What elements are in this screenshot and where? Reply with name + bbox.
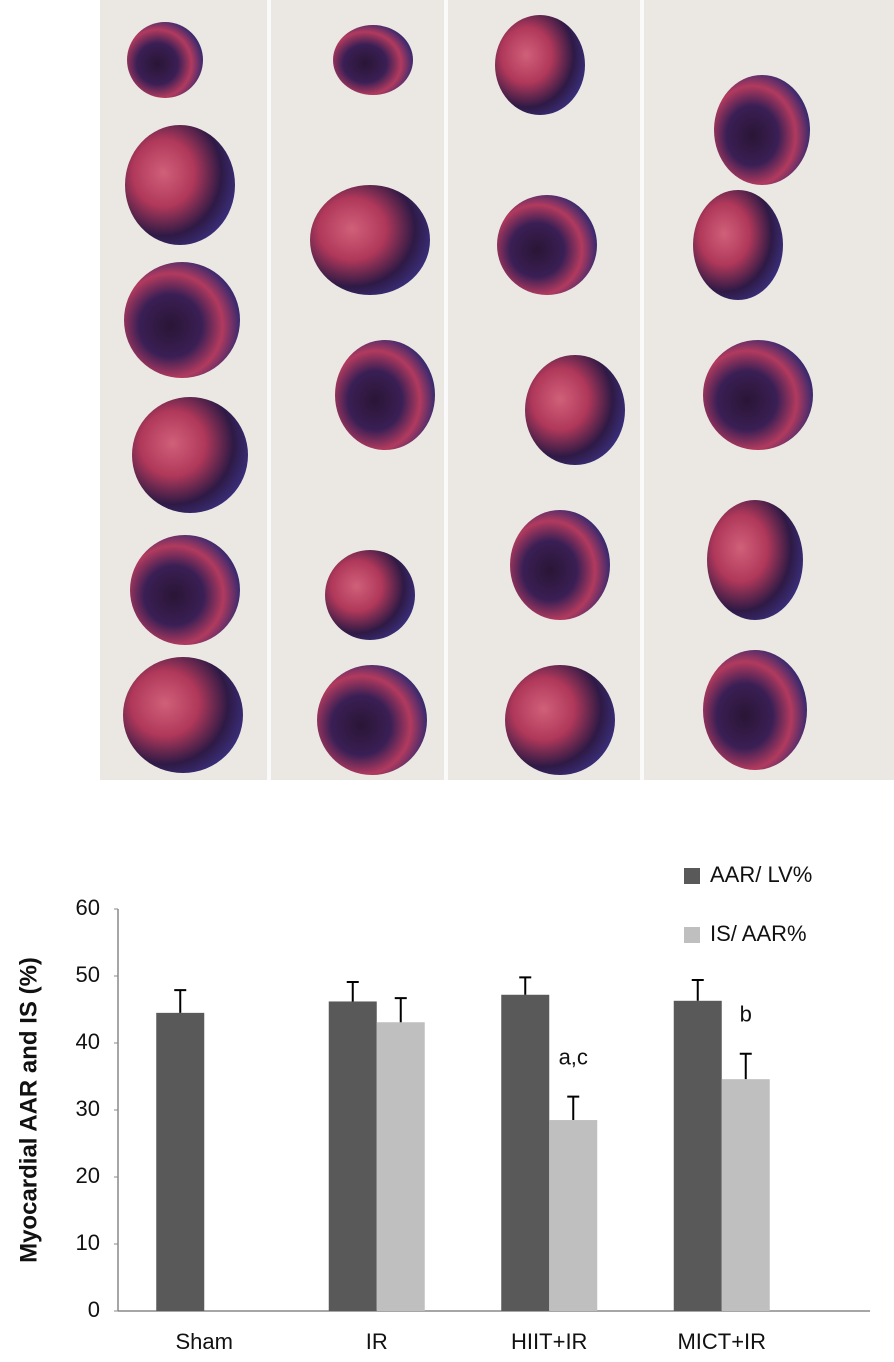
x-tick-label: IR: [366, 1329, 388, 1354]
y-tick-label: 60: [76, 895, 100, 920]
heart-slice: [703, 650, 807, 770]
error-bar: [691, 979, 704, 1001]
error-bar: [519, 976, 532, 995]
error-bar: [174, 989, 187, 1013]
x-tick-label: HIIT+IR: [511, 1329, 587, 1354]
heart-slice: [714, 75, 810, 185]
y-tick-label: 40: [76, 1029, 100, 1054]
legend-swatch: [684, 868, 700, 884]
bar: [376, 1022, 425, 1311]
panel-divider: [267, 0, 271, 780]
heart-slice: [495, 15, 585, 115]
error-bar: [739, 1052, 752, 1080]
heart-slice: [707, 500, 803, 620]
heart-slices-photo: [100, 0, 894, 780]
bar: [673, 1000, 722, 1311]
bar: [501, 994, 550, 1311]
y-tick-label: 50: [76, 962, 100, 987]
annotation: a,c: [559, 1044, 588, 1069]
bar: [156, 1012, 205, 1311]
heart-slice: [335, 340, 435, 450]
y-tick-label: 10: [76, 1230, 100, 1255]
heart-slice: [317, 665, 427, 775]
heart-slice: [333, 25, 413, 95]
heart-slice: [123, 657, 243, 773]
heart-slice: [693, 190, 783, 300]
heart-slice: [497, 195, 597, 295]
y-tick-label: 30: [76, 1096, 100, 1121]
heart-slice: [132, 397, 248, 513]
bar: [328, 1001, 377, 1311]
panel-divider: [640, 0, 644, 780]
heart-slice: [127, 22, 203, 98]
heart-slice: [525, 355, 625, 465]
heart-slice: [703, 340, 813, 450]
heart-slice: [130, 535, 240, 645]
error-bar: [346, 981, 359, 1002]
heart-slice: [125, 125, 235, 245]
annotation: b: [740, 1002, 752, 1027]
panel-divider: [444, 0, 448, 780]
x-tick-label: Sham: [176, 1329, 233, 1354]
legend-swatch: [684, 927, 700, 943]
y-tick-label: 20: [76, 1163, 100, 1188]
bar: [549, 1120, 598, 1311]
legend-label: IS/ AAR%: [710, 921, 807, 946]
error-bar: [394, 997, 407, 1023]
error-bar: [567, 1095, 580, 1121]
heart-slice: [505, 665, 615, 775]
heart-slice: [510, 510, 610, 620]
x-tick-label: MICT+IR: [677, 1329, 766, 1354]
y-tick-label: 0: [88, 1297, 100, 1322]
heart-slice: [325, 550, 415, 640]
legend-label: AAR/ LV%: [710, 862, 812, 887]
heart-slice: [124, 262, 240, 378]
bar: [721, 1079, 770, 1311]
heart-slice: [310, 185, 430, 295]
y-axis-label: Myocardial AAR and IS (%): [15, 957, 42, 1263]
